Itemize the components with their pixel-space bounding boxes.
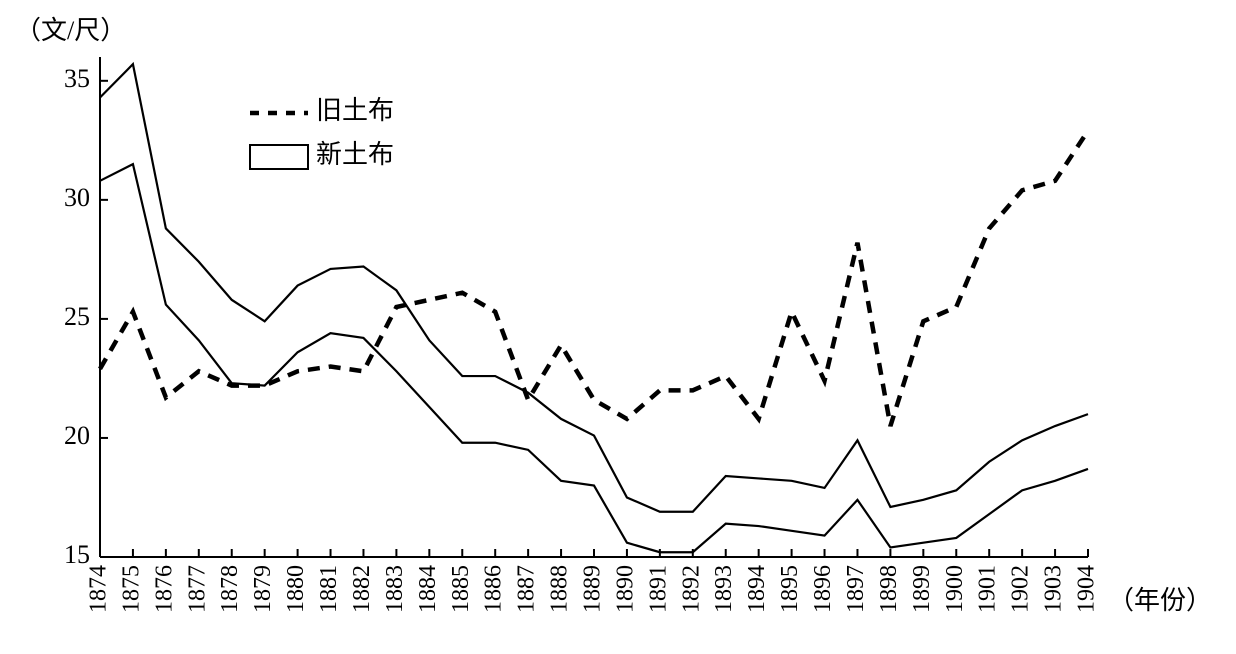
y-tick-label: 20 <box>64 421 90 450</box>
x-tick-label: 1889 <box>580 565 606 613</box>
x-tick-label: 1894 <box>744 565 770 613</box>
x-tick-label: 1900 <box>942 565 968 613</box>
x-tick-label: 1901 <box>975 565 1001 613</box>
x-tick-label: 1896 <box>810 565 836 613</box>
x-tick-label: 1879 <box>250 565 276 613</box>
x-tick-label: 1892 <box>678 565 704 613</box>
x-tick-label: 1876 <box>151 565 177 613</box>
series-line <box>98 129 1090 427</box>
y-tick-label: 25 <box>64 302 90 331</box>
x-tick-label: 1898 <box>876 565 902 613</box>
series-line <box>99 61 1089 513</box>
y-axis-label: （文/尺） <box>15 16 126 45</box>
y-tick-label: 35 <box>64 64 90 93</box>
x-tick-label: 1880 <box>283 565 309 613</box>
x-tick-label: 1887 <box>514 565 540 613</box>
x-axis-label: （年份） <box>1108 586 1212 615</box>
x-tick-label: 1878 <box>217 565 243 613</box>
x-tick-label: 1904 <box>1074 565 1100 613</box>
x-tick-label: 1882 <box>349 565 375 613</box>
x-tick-label: 1891 <box>645 565 671 613</box>
legend-label: 新土布 <box>316 140 394 169</box>
x-tick-label: 1893 <box>711 565 737 613</box>
y-tick-label: 15 <box>64 540 90 569</box>
x-tick-label: 1886 <box>481 565 507 613</box>
x-tick-label: 1885 <box>448 565 474 613</box>
x-tick-label: 1877 <box>184 565 210 613</box>
x-tick-label: 1902 <box>1008 565 1034 613</box>
series-line <box>99 162 1089 554</box>
x-tick-label: 1874 <box>86 565 112 613</box>
legend-label: 旧土布 <box>316 96 394 125</box>
x-tick-label: 1897 <box>843 565 869 613</box>
x-tick-label: 1884 <box>415 565 441 613</box>
legend-swatch <box>249 144 309 170</box>
x-tick-label: 1881 <box>316 565 342 613</box>
x-tick-label: 1890 <box>612 565 638 613</box>
y-tick-label: 30 <box>64 183 90 212</box>
x-tick-label: 1875 <box>118 565 144 613</box>
x-tick-label: 1903 <box>1041 565 1067 613</box>
x-tick-label: 1888 <box>547 565 573 613</box>
x-tick-label: 1899 <box>909 565 935 613</box>
x-tick-label: 1883 <box>382 565 408 613</box>
x-tick-label: 1895 <box>777 565 803 613</box>
